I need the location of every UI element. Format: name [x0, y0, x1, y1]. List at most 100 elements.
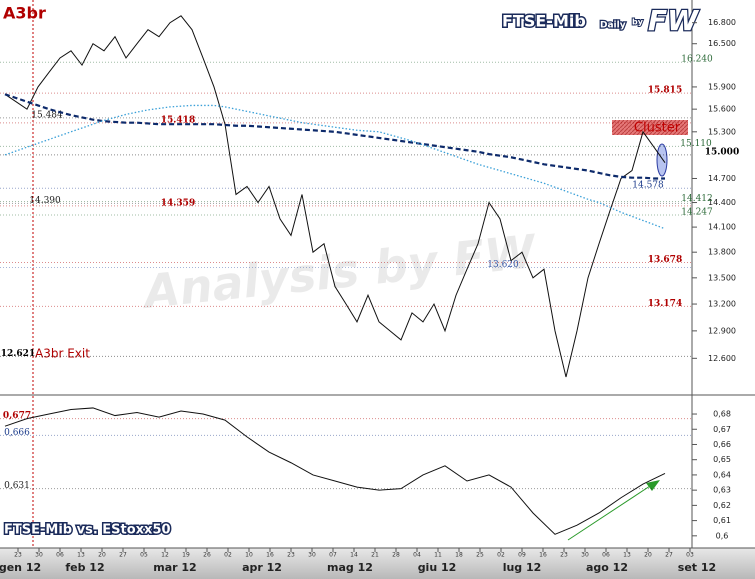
- y-tick-label: 16.500: [708, 39, 736, 48]
- date-label: 30: [581, 552, 589, 559]
- y-tick-label: 15.900: [708, 82, 736, 91]
- month-label: mar 12: [153, 561, 196, 574]
- date-strip: [0, 548, 755, 579]
- trend-arrow: [567, 485, 651, 541]
- cluster-zone: [612, 120, 688, 135]
- logo-title: FTSE-Mib: [502, 12, 586, 31]
- ratio-title: FTSE-Mib vs. EStoxx50: [4, 523, 171, 538]
- date-label: 10: [245, 552, 253, 559]
- level-label: 14.359: [161, 198, 195, 208]
- level-label: 14.390: [29, 196, 61, 206]
- date-label: 02: [497, 552, 505, 559]
- y-tick-label: 0,64: [713, 470, 731, 479]
- month-label: gen 12: [0, 561, 41, 574]
- y-tick-label: 15.300: [708, 127, 736, 136]
- date-label: 23: [287, 552, 295, 559]
- level-label: 0,631: [4, 481, 30, 491]
- level-label: 15.484: [31, 110, 63, 120]
- date-label: 21: [371, 552, 379, 559]
- date-label: 14: [350, 552, 358, 559]
- y-tick-label: 14.700: [708, 174, 736, 183]
- date-label: 06: [602, 552, 610, 559]
- y-tick-label: 13.500: [708, 273, 736, 282]
- date-label: 02: [224, 552, 232, 559]
- date-label: 23: [560, 552, 568, 559]
- date-label: 04: [413, 552, 421, 559]
- level-label: 15.418: [161, 115, 195, 125]
- date-label: 27: [119, 552, 127, 559]
- y-tick-label: 0,6: [716, 531, 729, 540]
- y-tick-label: 13.200: [708, 300, 736, 309]
- y-tick-label: 0,65: [713, 455, 731, 464]
- date-label: 09: [518, 552, 526, 559]
- y-tick-label: 0,68: [713, 410, 731, 419]
- y-tick-label: 0,67: [713, 425, 731, 434]
- level-label: 16.240: [681, 55, 713, 65]
- date-label: 26: [203, 552, 211, 559]
- date-label: 13: [623, 552, 631, 559]
- level-label: 15.000: [705, 147, 739, 157]
- date-label: 23: [14, 552, 22, 559]
- series-line: [4, 93, 665, 180]
- level-label: 13.174: [648, 299, 682, 309]
- date-label: 20: [98, 552, 106, 559]
- level-label: 15.110: [680, 139, 712, 149]
- date-label: 05: [140, 552, 148, 559]
- y-tick-label: 12.600: [708, 354, 736, 363]
- series-line: [4, 104, 666, 230]
- arrow-marker: [656, 143, 668, 177]
- signal-label: A3br: [3, 4, 46, 23]
- month-label: ago 12: [586, 561, 628, 574]
- month-label: feb 12: [65, 561, 104, 574]
- level-label: 14.578: [632, 181, 664, 191]
- level-label: 13.620: [487, 260, 519, 270]
- y-tick-label: 0,61: [713, 516, 731, 525]
- date-label: 30: [308, 552, 316, 559]
- month-label: giu 12: [418, 561, 457, 574]
- level-label: 14.247: [681, 207, 713, 217]
- level-label: 13.678: [648, 255, 682, 265]
- level-label: 15.815: [648, 86, 682, 96]
- y-tick-label: 15.600: [708, 105, 736, 114]
- exit-label: A3br Exit: [35, 347, 90, 361]
- y-tick-label: 0,62: [713, 501, 731, 510]
- y-tick-label: 14.100: [708, 223, 736, 232]
- date-label: 06: [56, 552, 64, 559]
- series-line: [4, 15, 666, 378]
- y-tick-label: 16.800: [708, 18, 736, 27]
- date-label: 16: [266, 552, 274, 559]
- logo-byline: by: [632, 18, 644, 27]
- level-label: 12.621: [1, 349, 35, 359]
- logo-brand: FW: [648, 4, 699, 37]
- level-label: 14.412: [681, 194, 713, 204]
- y-tick-label: 0,63: [713, 486, 731, 495]
- level-label: 0,666: [4, 428, 30, 438]
- y-tick-label: 14.400: [708, 198, 736, 207]
- date-label: 13: [77, 552, 85, 559]
- y-tick-label: 12.900: [708, 326, 736, 335]
- month-label: lug 12: [503, 561, 542, 574]
- y-tick-label: 0,66: [713, 440, 731, 449]
- date-label: 12: [161, 552, 169, 559]
- month-label: set 12: [678, 561, 716, 574]
- logo-subtitle: Daily: [600, 21, 626, 31]
- cluster-label: Cluster: [634, 121, 681, 136]
- date-label: 28: [392, 552, 400, 559]
- level-label: 0,677: [3, 411, 31, 421]
- date-label: 07: [329, 552, 337, 559]
- month-label: apr 12: [242, 561, 282, 574]
- date-label: 03: [686, 552, 694, 559]
- date-label: 19: [182, 552, 190, 559]
- date-label: 30: [35, 552, 43, 559]
- date-label: 11: [434, 552, 442, 559]
- date-label: 20: [644, 552, 652, 559]
- y-tick-label: 13.800: [708, 248, 736, 257]
- date-label: 18: [455, 552, 463, 559]
- date-label: 25: [476, 552, 484, 559]
- date-label: 16: [539, 552, 547, 559]
- trend-arrowhead: [646, 480, 660, 491]
- month-label: mag 12: [327, 561, 373, 574]
- date-label: 27: [665, 552, 673, 559]
